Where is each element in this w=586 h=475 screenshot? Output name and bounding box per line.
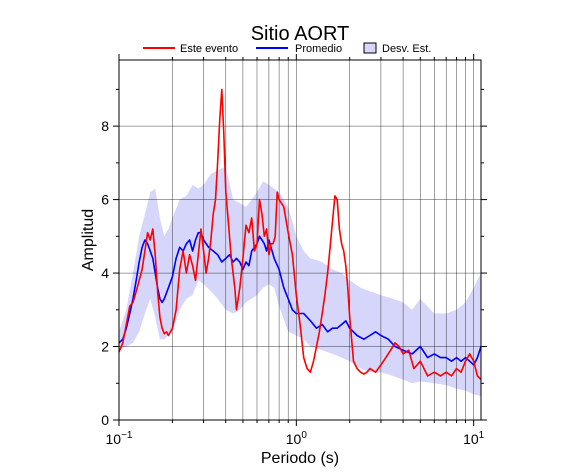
legend-label: Este evento xyxy=(180,43,238,55)
x-axis-label: Periodo (s) xyxy=(261,450,339,467)
legend-swatch xyxy=(363,42,377,54)
y-tick-label: 4 xyxy=(101,265,109,281)
series-line xyxy=(118,88,482,381)
y-tick-label: 6 xyxy=(101,192,109,208)
axes: 0 2 4 6 8 10−1 100 101 xyxy=(101,54,487,447)
y-tick-label: 8 xyxy=(101,118,109,134)
std-dev-band-layer xyxy=(119,166,481,397)
y-tick-label: 2 xyxy=(101,339,109,355)
legend-item: Este evento xyxy=(143,43,238,55)
x-tick-label: 10−1 xyxy=(106,430,133,447)
legend-label: Desv. Est. xyxy=(382,43,431,55)
legend-item: Desv. Est. xyxy=(363,42,431,55)
legend-label: Promedio xyxy=(295,43,342,55)
plot-frame xyxy=(118,59,482,421)
y-axis-label: Amplitud xyxy=(80,209,97,271)
legend: Este evento Promedio Desv. Est. xyxy=(143,42,431,55)
std-dev-band xyxy=(119,166,481,397)
series-lines-layer xyxy=(118,88,482,381)
legend-item: Promedio xyxy=(256,43,342,55)
chart-title: Sitio AORT xyxy=(251,23,350,45)
x-tick-label: 101 xyxy=(463,430,485,447)
y-tick-label: 0 xyxy=(101,412,109,428)
x-tick-label: 100 xyxy=(286,430,308,447)
